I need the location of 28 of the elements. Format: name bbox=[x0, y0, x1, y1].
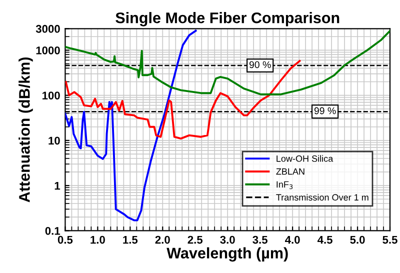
x-tick-label: 1.5 bbox=[123, 236, 138, 244]
x-tick-label: 0.5 bbox=[58, 236, 73, 244]
y-tick-label: 1 bbox=[54, 182, 60, 190]
annotation: Transmission Over 1 m bbox=[276, 194, 368, 201]
y-tick-label: 100 bbox=[42, 92, 60, 100]
x-tick-label: 5.0 bbox=[350, 236, 365, 244]
annotation: 99 % bbox=[314, 107, 336, 114]
chart-title: Single Mode Fiber Comparison bbox=[116, 12, 340, 26]
annotation: 90 % bbox=[249, 61, 271, 68]
x-tick-label: 3.0 bbox=[220, 236, 235, 244]
x-tick-label: 4.5 bbox=[317, 236, 332, 244]
y-tick-label: 10 bbox=[48, 136, 60, 145]
x-tick-label: 2.0 bbox=[155, 236, 170, 244]
legend-label: Low-OH Silica bbox=[276, 155, 334, 162]
line-series bbox=[65, 30, 197, 222]
x-tick-label: 4.0 bbox=[285, 236, 300, 244]
legend-label: InF$_{3}$ bbox=[276, 181, 293, 190]
x-tick-label: 1.0 bbox=[90, 236, 105, 244]
y-tick-label: 0.1 bbox=[45, 226, 60, 235]
x-axis-title: Wavelength (µm) bbox=[166, 247, 288, 262]
x-tick-label: 5.5 bbox=[382, 236, 398, 244]
y-axis-title: Attenuation (dB/km) bbox=[18, 57, 33, 202]
line-series bbox=[65, 60, 301, 140]
x-tick-label: 2.5 bbox=[188, 236, 203, 244]
x-tick-label: 3.5 bbox=[252, 236, 268, 244]
legend-label: ZBLAN bbox=[276, 168, 304, 175]
y-tick-label: 3000 bbox=[36, 24, 60, 33]
y-tick-label: 1000 bbox=[36, 46, 60, 54]
